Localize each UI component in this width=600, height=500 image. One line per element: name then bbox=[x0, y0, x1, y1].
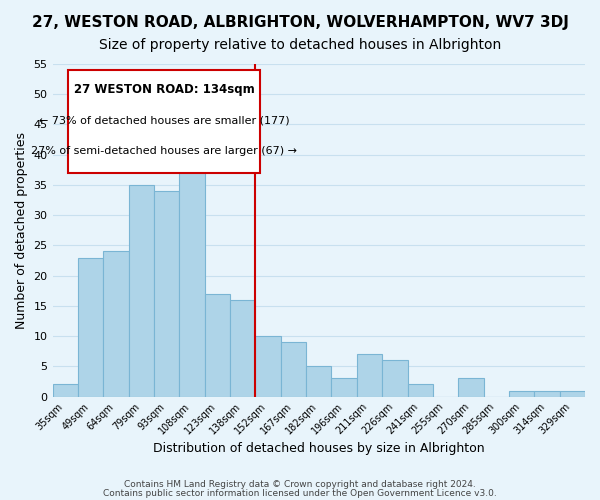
Bar bbox=[306, 366, 331, 396]
FancyBboxPatch shape bbox=[68, 70, 260, 173]
Text: 27 WESTON ROAD: 134sqm: 27 WESTON ROAD: 134sqm bbox=[74, 84, 254, 96]
Text: 27, WESTON ROAD, ALBRIGHTON, WOLVERHAMPTON, WV7 3DJ: 27, WESTON ROAD, ALBRIGHTON, WOLVERHAMPT… bbox=[32, 15, 568, 30]
Bar bbox=[154, 191, 179, 396]
Bar bbox=[53, 384, 78, 396]
Text: Contains HM Land Registry data © Crown copyright and database right 2024.: Contains HM Land Registry data © Crown c… bbox=[124, 480, 476, 489]
Bar bbox=[128, 185, 154, 396]
Bar bbox=[103, 252, 128, 396]
Bar bbox=[205, 294, 230, 396]
Bar bbox=[357, 354, 382, 397]
Bar bbox=[560, 390, 585, 396]
Bar bbox=[230, 300, 256, 396]
Bar bbox=[179, 118, 205, 396]
Text: Size of property relative to detached houses in Albrighton: Size of property relative to detached ho… bbox=[99, 38, 501, 52]
Bar bbox=[407, 384, 433, 396]
Bar bbox=[509, 390, 534, 396]
Bar bbox=[256, 336, 281, 396]
Y-axis label: Number of detached properties: Number of detached properties bbox=[15, 132, 28, 329]
Bar bbox=[331, 378, 357, 396]
Bar bbox=[78, 258, 103, 396]
Text: ← 73% of detached houses are smaller (177): ← 73% of detached houses are smaller (17… bbox=[39, 116, 289, 126]
Bar bbox=[382, 360, 407, 396]
Bar bbox=[534, 390, 560, 396]
Text: 27% of semi-detached houses are larger (67) →: 27% of semi-detached houses are larger (… bbox=[31, 146, 297, 156]
X-axis label: Distribution of detached houses by size in Albrighton: Distribution of detached houses by size … bbox=[153, 442, 485, 455]
Text: Contains public sector information licensed under the Open Government Licence v3: Contains public sector information licen… bbox=[103, 488, 497, 498]
Bar bbox=[458, 378, 484, 396]
Bar bbox=[281, 342, 306, 396]
